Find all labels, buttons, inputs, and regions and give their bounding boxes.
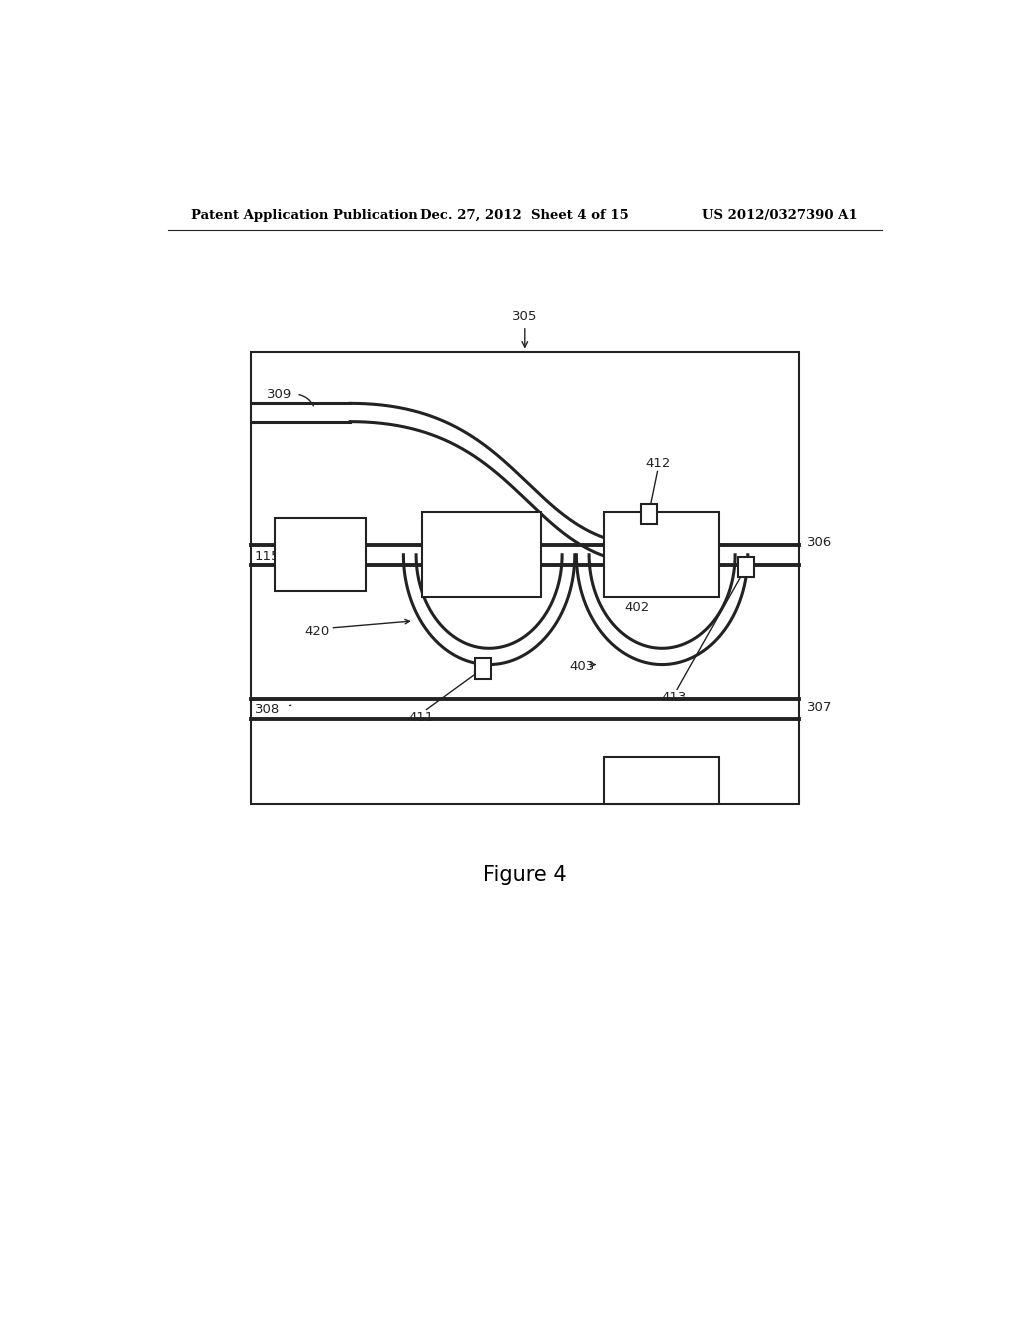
Bar — [274, 519, 367, 591]
Text: FARADAY: FARADAY — [294, 541, 347, 550]
Text: Figure 4: Figure 4 — [483, 865, 566, 884]
Bar — [738, 557, 754, 577]
Text: US 2012/0327390 A1: US 2012/0327390 A1 — [702, 209, 858, 222]
Text: 305: 305 — [512, 310, 538, 347]
Bar — [251, 351, 799, 804]
Text: 306: 306 — [807, 536, 831, 549]
Text: 309: 309 — [267, 388, 292, 401]
Bar — [641, 504, 656, 524]
Text: 412: 412 — [645, 457, 671, 470]
Bar — [475, 659, 490, 678]
Text: 413: 413 — [662, 690, 687, 704]
Text: 402: 402 — [624, 601, 649, 614]
Text: ISOLATOR: ISOLATOR — [292, 562, 349, 573]
Text: 115: 115 — [255, 550, 281, 564]
Text: Patent Application Publication: Patent Application Publication — [191, 209, 418, 222]
Bar — [604, 512, 719, 598]
Text: 307: 307 — [807, 701, 831, 714]
Text: 308: 308 — [255, 702, 281, 715]
Text: Dec. 27, 2012  Sheet 4 of 15: Dec. 27, 2012 Sheet 4 of 15 — [421, 209, 629, 222]
Text: 420: 420 — [304, 624, 330, 638]
Bar — [604, 758, 719, 804]
Bar — [422, 512, 541, 598]
Text: 411: 411 — [409, 711, 433, 723]
Text: 403: 403 — [569, 660, 595, 673]
Text: 401: 401 — [452, 558, 477, 572]
